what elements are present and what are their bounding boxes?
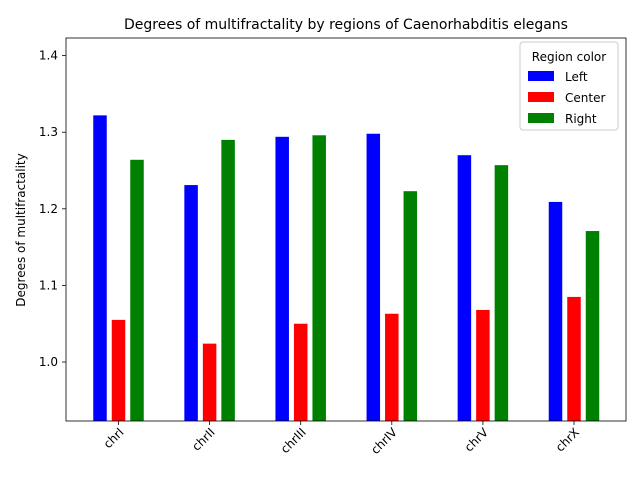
legend-label-right: Right (565, 112, 597, 126)
bar-center-chrIV (385, 313, 399, 421)
x-tick-label: chrIV (368, 425, 400, 457)
bar-left-chrI (93, 115, 107, 421)
bar-center-chrI (111, 319, 126, 421)
x-tick-label: chrX (553, 425, 582, 454)
legend-swatch-right (528, 113, 554, 123)
y-tick-label: 1.1 (39, 278, 58, 292)
x-tick-label: chrV (462, 425, 492, 455)
bar-center-chrII (202, 343, 217, 421)
bar-right-chrII (221, 139, 235, 422)
bar-right-chrV (494, 165, 509, 421)
legend-swatch-left (528, 71, 554, 81)
bar-right-chrI (130, 159, 144, 421)
y-axis-label: Degrees of multifractality (14, 153, 28, 306)
bar-right-chrX (585, 231, 600, 421)
legend-label-left: Left (565, 70, 588, 84)
x-tick-label: chrIII (278, 425, 309, 456)
x-tick-label: chrII (189, 425, 217, 453)
bar-right-chrIII (312, 135, 326, 422)
bar-left-chrV (457, 155, 472, 421)
y-tick-label: 1.2 (39, 202, 58, 216)
bar-left-chrIII (275, 136, 289, 421)
x-tick-label: chrI (101, 425, 127, 451)
y-tick-label: 1.4 (39, 49, 58, 63)
legend-swatch-center (528, 92, 554, 102)
bar-center-chrX (567, 296, 581, 421)
chart-title: Degrees of multifractality by regions of… (124, 17, 568, 33)
y-tick-label: 1.0 (39, 355, 58, 369)
bar-right-chrIV (403, 191, 418, 421)
plot-frame (65, 37, 627, 422)
legend-box (519, 41, 619, 131)
bar-center-chrIII (293, 323, 308, 421)
legend: Region color Left Center Right (519, 41, 619, 131)
bars-group (93, 115, 600, 422)
bar-left-chrX (548, 201, 563, 421)
bar-left-chrII (184, 185, 198, 421)
legend-label-center: Center (565, 91, 605, 105)
bar-left-chrIV (366, 133, 381, 421)
bar-center-chrV (476, 309, 490, 421)
legend-title: Region color (532, 50, 607, 64)
y-tick-label: 1.3 (39, 125, 58, 139)
